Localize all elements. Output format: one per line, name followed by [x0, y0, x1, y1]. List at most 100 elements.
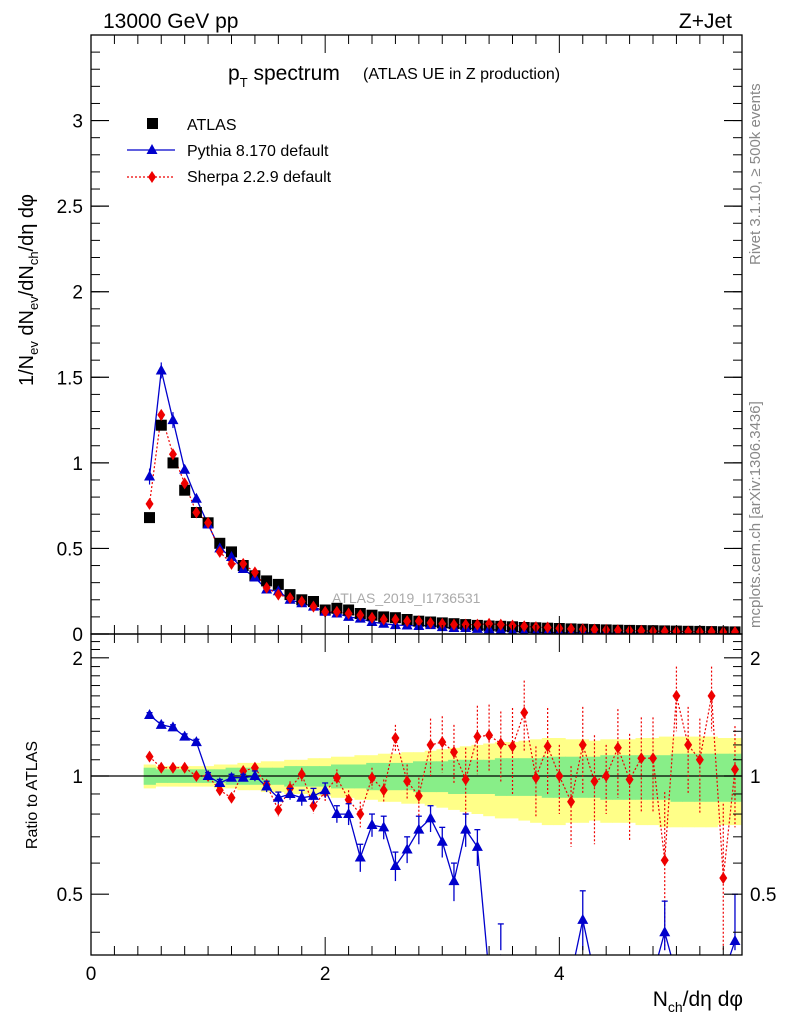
legend-marker-pythia — [146, 144, 158, 154]
legend-marker-sherpa — [148, 171, 156, 183]
rivet-label: Rivet 3.1.10, ≥ 500k events — [747, 83, 764, 265]
pythia-ratio-point — [413, 823, 425, 834]
sherpa-point — [239, 557, 248, 570]
sherpa-point — [344, 607, 353, 620]
uncertainty-band-inner — [413, 761, 426, 793]
sherpa-point — [496, 618, 505, 631]
uncertainty-band-inner — [565, 756, 578, 798]
sherpa-ratio-point — [192, 770, 201, 783]
pythia-ratio-point — [436, 835, 448, 846]
main-ylabel: 1/Nev dNev/dNch/dη dφ — [16, 194, 41, 386]
energy-label: 13000 GeV pp — [103, 10, 238, 33]
sherpa-point — [157, 408, 166, 421]
sherpa-ratio-point — [473, 730, 482, 743]
process-label: Z+Jet — [679, 10, 732, 33]
sherpa-point — [426, 616, 435, 629]
sherpa-point — [473, 618, 482, 631]
pythia-ratio-point — [261, 780, 273, 791]
sherpa-point — [660, 625, 669, 634]
sherpa-ratio-point — [625, 773, 634, 786]
sherpa-ratio-point — [309, 799, 318, 812]
pythia-ratio-point — [202, 770, 214, 781]
pythia-ratio-point — [401, 843, 413, 854]
sherpa-point — [368, 611, 377, 624]
pythia-ratio-point — [729, 934, 741, 945]
ratio-xlabel: Nch/dη dφ — [653, 988, 743, 1015]
ratio-xtick-label: 2 — [320, 964, 331, 985]
pythia-ratio-point — [448, 875, 460, 886]
sherpa-ratio-point — [426, 738, 435, 751]
pythia-ratio-point — [226, 771, 238, 782]
sherpa-ratio-point — [707, 689, 716, 702]
pythia-ratio-point — [659, 926, 671, 937]
sherpa-point — [204, 516, 213, 529]
main-ytick-label: 1 — [72, 454, 83, 475]
sherpa-point — [730, 625, 739, 634]
sherpa-ratio-point — [297, 768, 306, 781]
uncertainty-band-inner — [471, 759, 484, 794]
sherpa-ratio-point — [555, 770, 564, 783]
sherpa-point — [215, 545, 224, 558]
sherpa-ratio-point — [578, 738, 587, 751]
sherpa-ratio-point — [157, 761, 166, 774]
legend-label-sherpa: Sherpa 2.2.9 default — [187, 169, 332, 186]
sherpa-point — [707, 625, 716, 634]
pythia-ratio-point — [307, 789, 319, 800]
sherpa-ratio-point — [414, 789, 423, 802]
pythia-ratio-point — [249, 770, 261, 781]
legend-label-pythia: Pythia 8.170 default — [187, 143, 329, 160]
sherpa-ratio-point — [543, 740, 552, 753]
pythia-ratio-point — [331, 808, 343, 819]
main-ytick-label: 0.5 — [57, 539, 83, 560]
plot-title: pT spectrum — [228, 62, 340, 90]
sherpa-ratio-point — [461, 773, 470, 786]
sherpa-ratio-point — [391, 731, 400, 744]
sherpa-ratio-point — [649, 752, 658, 765]
ratio-xtick-label: 4 — [554, 964, 565, 985]
uncertainty-band-inner — [518, 758, 531, 796]
ratio-ylabel: Ratio to ATLAS — [24, 741, 41, 849]
pythia-point — [179, 463, 191, 474]
sherpa-point — [379, 613, 388, 626]
sherpa-ratio-point — [215, 784, 224, 797]
uncertainty-band-inner — [436, 761, 449, 793]
atlas-point — [167, 457, 179, 469]
sherpa-point — [449, 618, 458, 631]
sherpa-point — [168, 448, 177, 461]
main-ytick-label: 3 — [72, 112, 83, 133]
sherpa-ratio-point — [227, 791, 236, 804]
sherpa-point — [262, 581, 271, 594]
sherpa-point — [356, 609, 365, 622]
atlas-point — [144, 512, 155, 524]
sherpa-ratio-point — [719, 871, 728, 884]
sherpa-ratio-point — [356, 808, 365, 821]
sherpa-ratio-point — [730, 763, 739, 776]
ratio-ytick-label: 2 — [72, 649, 83, 670]
sherpa-point — [403, 615, 412, 628]
sherpa-point — [145, 497, 154, 510]
pythia-ratio-point — [319, 784, 331, 795]
sherpa-point — [180, 477, 189, 490]
title-sub: T — [240, 75, 248, 90]
mcplots-label: mcplots.cern.ch [arXiv:1306.3436] — [747, 401, 764, 628]
ratio-frame — [90, 633, 743, 956]
uncertainty-band-inner — [424, 761, 437, 793]
sherpa-point — [192, 506, 201, 519]
pythia-point — [155, 364, 167, 375]
pythia-point — [167, 414, 179, 425]
sherpa-ratio-point — [379, 784, 388, 797]
main-ytick-label: 0 — [72, 625, 83, 646]
sherpa-point — [250, 566, 259, 579]
sherpa-ratio-point — [403, 775, 412, 788]
pythia-ratio-point — [272, 791, 284, 802]
pythia-ratio-point — [179, 730, 191, 741]
sherpa-ratio-point — [520, 706, 529, 719]
sherpa-point — [590, 623, 599, 634]
uncertainty-band-inner — [483, 759, 496, 794]
uncertainty-band-inner — [694, 753, 707, 802]
ratio-xtick-label: 0 — [86, 964, 97, 985]
sherpa-ratio-point — [672, 689, 681, 702]
pythia-point — [144, 470, 156, 481]
